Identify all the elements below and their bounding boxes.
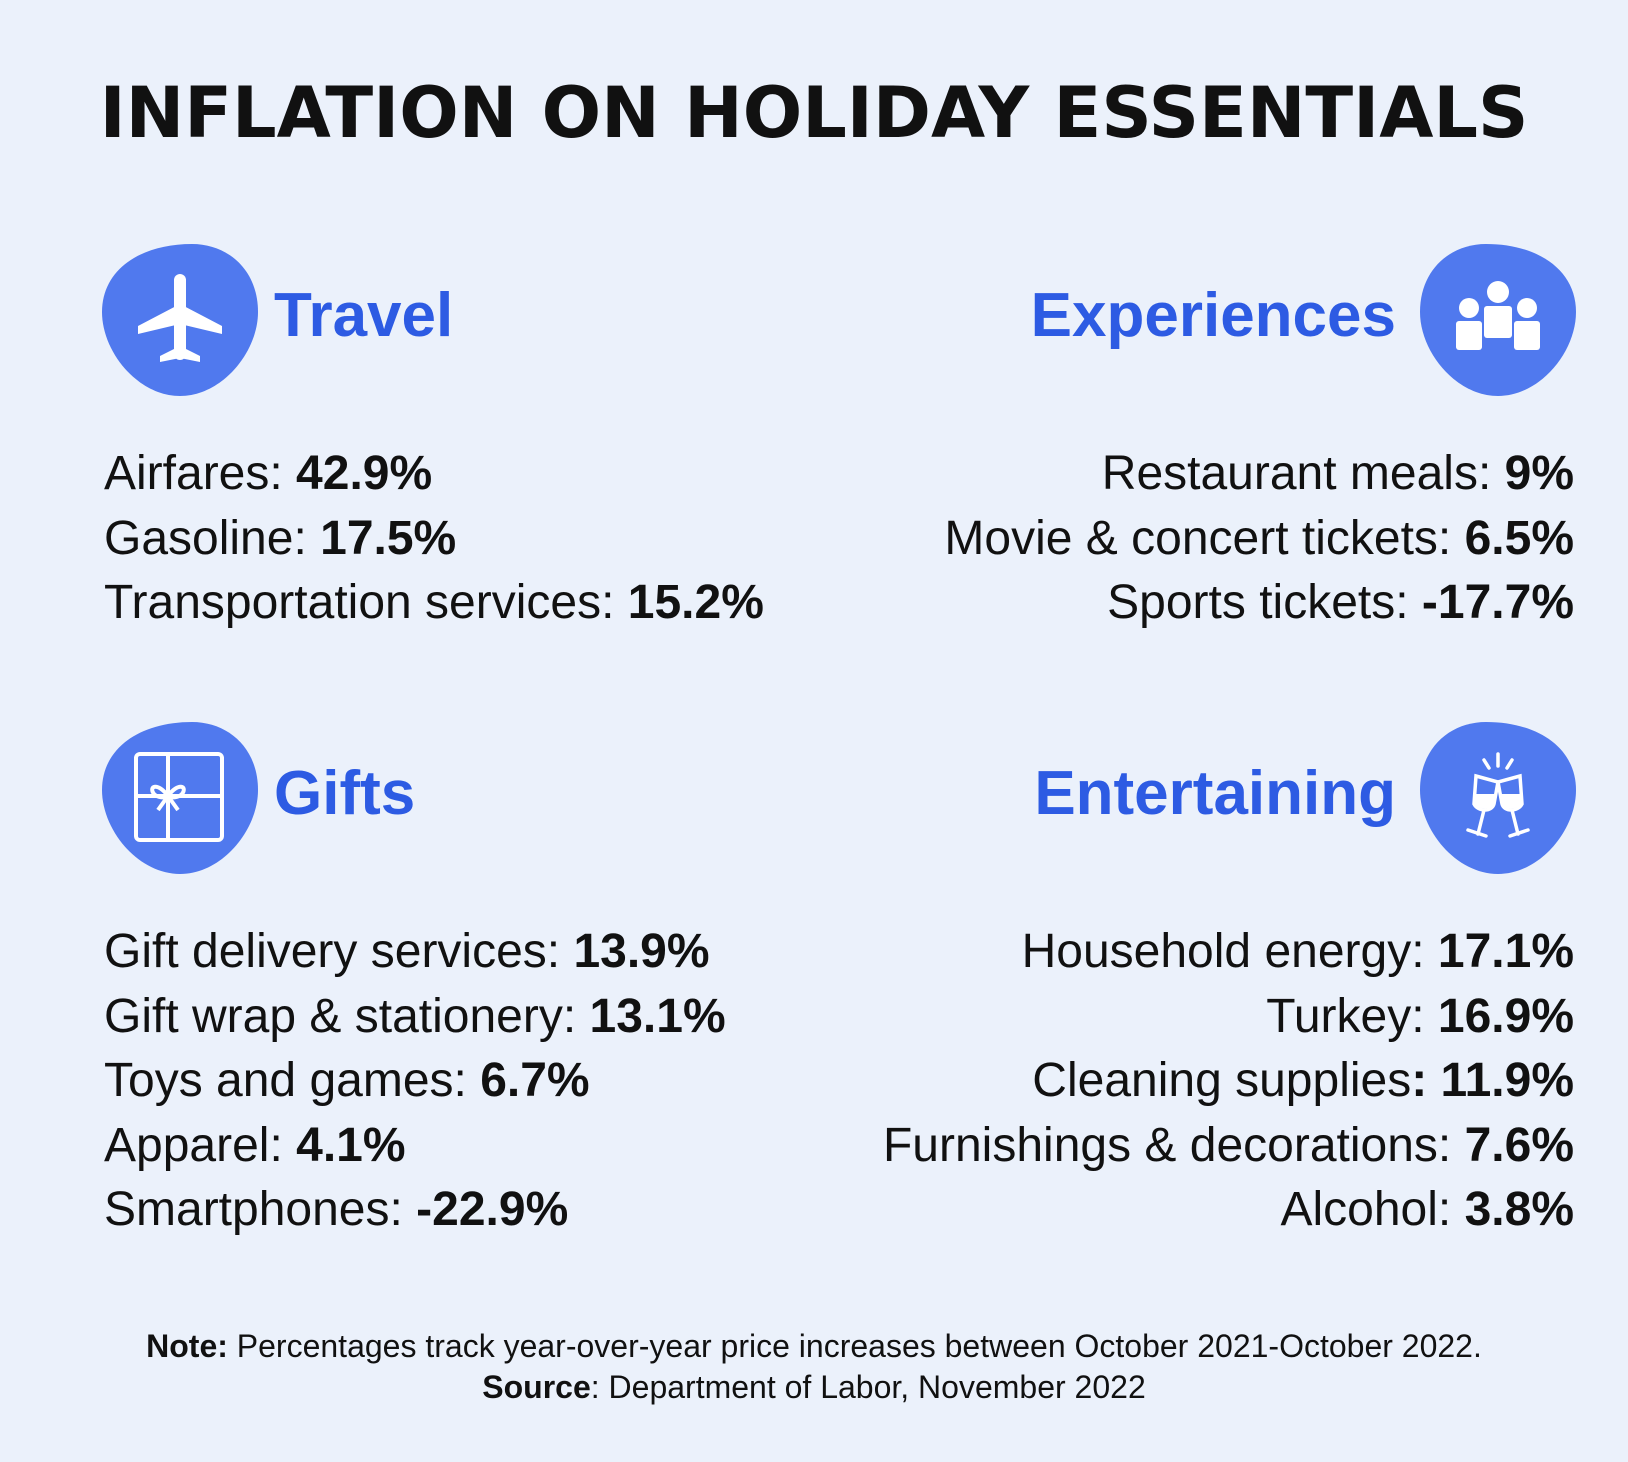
gift-box-icon bbox=[100, 720, 260, 876]
list-item: Gasoline: 17.5% bbox=[104, 511, 457, 565]
gifts-list: Gift delivery services: 13.9% Gift wrap … bbox=[104, 920, 864, 1243]
wine-glasses-toast-icon bbox=[1418, 720, 1578, 876]
section-gifts-title: Gifts bbox=[274, 759, 416, 828]
section-travel-title: Travel bbox=[274, 281, 454, 350]
travel-list: Airfares: 42.9% Gasoline: 17.5% Transpor… bbox=[104, 442, 864, 636]
section-travel-header: Travel bbox=[100, 242, 860, 398]
section-experiences-header: Experiences bbox=[818, 242, 1578, 398]
list-item: Furnishings & decorations: 7.6% bbox=[882, 1118, 1574, 1172]
list-item: Apparel: 4.1% bbox=[104, 1118, 406, 1172]
note-line: Note: Percentages track year-over-year p… bbox=[146, 1328, 1482, 1364]
page-title: INFLATION ON HOLIDAY ESSENTIALS bbox=[99, 72, 1529, 154]
list-item: Turkey: 16.9% bbox=[1266, 989, 1574, 1043]
list-item: Cleaning supplies: 11.9% bbox=[1032, 1054, 1574, 1107]
section-experiences-title: Experiences bbox=[1030, 281, 1396, 350]
list-item: Restaurant meals: 9% bbox=[1101, 447, 1574, 500]
people-group-icon bbox=[1418, 242, 1578, 398]
section-entertaining: Entertaining Household energy: 17.1% Tur… bbox=[818, 720, 1578, 1240]
section-travel: Travel Airfares: 42.9% Gasoline: 17.5% T… bbox=[100, 242, 860, 662]
list-item: Gift wrap & stationery: 13.1% bbox=[104, 989, 726, 1043]
source-line: Source: Department of Labor, November 20… bbox=[482, 1369, 1146, 1405]
entertaining-list: Household energy: 17.1% Turkey: 16.9% Cl… bbox=[814, 920, 1574, 1243]
list-item: Smartphones: -22.9% bbox=[104, 1183, 569, 1236]
list-item: Transportation services: 15.2% bbox=[104, 576, 764, 629]
list-item: Alcohol: 3.8% bbox=[1280, 1183, 1574, 1236]
list-item: Gift delivery services: 13.9% bbox=[104, 925, 710, 978]
list-item: Household energy: 17.1% bbox=[1021, 925, 1574, 978]
section-gifts: Gifts Gift delivery services: 13.9% Gift… bbox=[100, 720, 860, 1240]
list-item: Toys and games: 6.7% bbox=[104, 1054, 590, 1107]
section-gifts-header: Gifts bbox=[100, 720, 860, 876]
experiences-list: Restaurant meals: 9% Movie & concert tic… bbox=[814, 442, 1574, 636]
footer-note: Note: Percentages track year-over-year p… bbox=[0, 1326, 1628, 1408]
list-item: Movie & concert tickets: 6.5% bbox=[944, 511, 1574, 565]
list-item: Airfares: 42.9% bbox=[104, 447, 433, 500]
section-experiences: Experiences Restaurant meals: 9% Movie &… bbox=[818, 242, 1578, 662]
list-item: Sports tickets: -17.7% bbox=[1107, 576, 1574, 629]
section-entertaining-header: Entertaining bbox=[818, 720, 1578, 876]
section-entertaining-title: Entertaining bbox=[1034, 759, 1396, 828]
airplane-icon bbox=[100, 242, 260, 398]
